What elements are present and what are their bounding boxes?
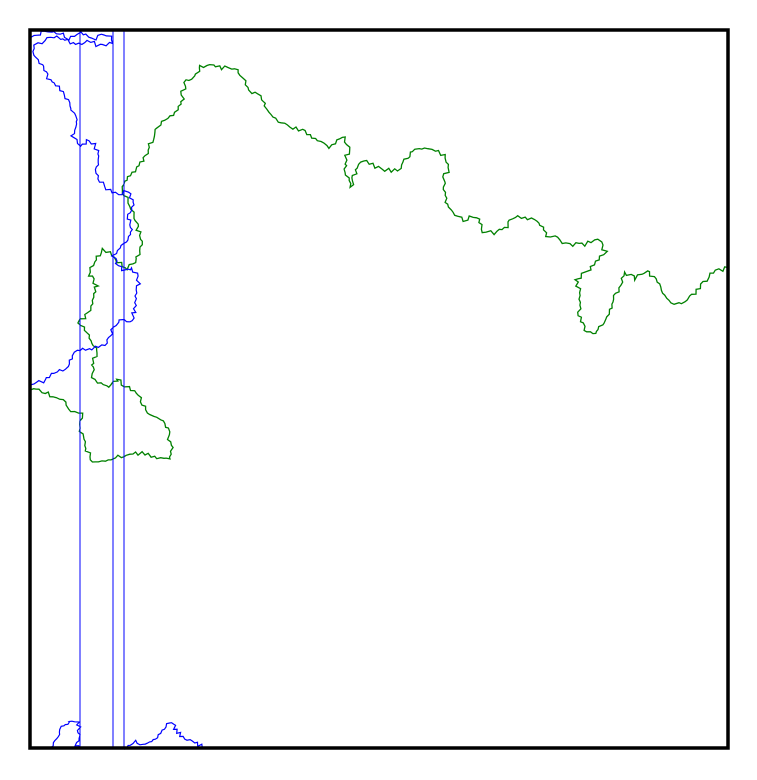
blue-fractal-path — [29, 30, 206, 750]
green-fractal-path — [29, 63, 728, 463]
blue-path-top — [29, 30, 142, 386]
blue-path-bottom-left — [51, 720, 83, 749]
plot-frame — [28, 28, 730, 750]
blue-path-bottom-right — [123, 722, 206, 750]
green-path-main — [29, 63, 728, 463]
